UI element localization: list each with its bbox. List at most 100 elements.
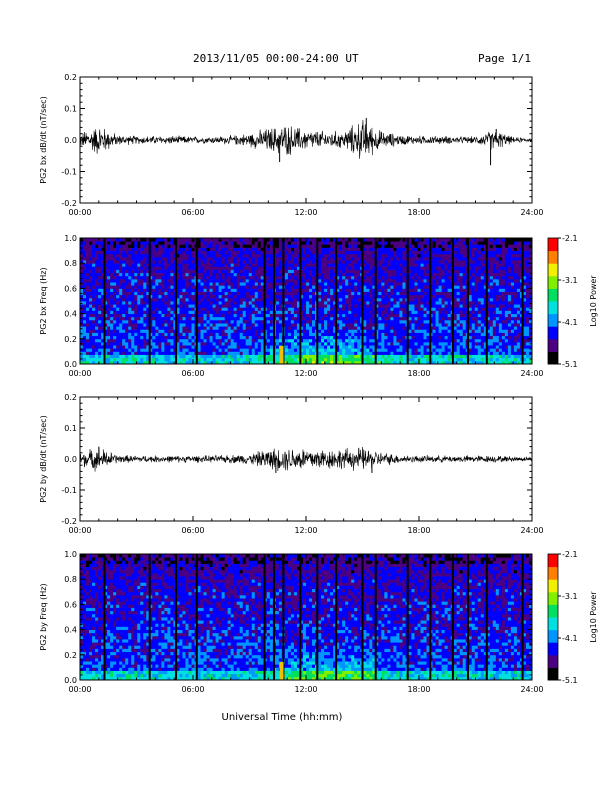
heat-cell [390,272,394,277]
heat-cell [104,326,108,330]
heat-cell [125,348,129,352]
heat-cell [318,253,322,258]
heat-cell [155,247,159,251]
heat-cell [351,253,355,258]
heat-cell [369,345,373,349]
heat-cell [417,313,421,318]
heat-cell [230,247,235,251]
heat-cell [342,294,346,299]
heat-cell [381,313,385,318]
heat-cell [302,253,307,258]
heat-cell [146,341,150,346]
heat-cell [426,332,430,337]
heat-cell [101,319,105,324]
heat-cell [266,250,271,255]
heat-cell [167,266,171,270]
heat-cell [402,360,406,365]
heat-cell [390,291,394,296]
heat-cell [275,294,280,299]
heat-cell [164,313,168,318]
heat-cell [318,304,322,308]
heat-cell [423,357,427,362]
heat-cell [119,319,123,324]
heat-cell [336,304,340,308]
heat-cell [324,238,328,242]
heat-cell [414,348,418,352]
heat-cell [381,341,385,346]
heat-cell [342,319,346,324]
heat-cell [83,348,87,352]
heat-cell [417,247,421,251]
heat-cell [414,316,418,321]
heat-cell [420,238,424,242]
heat-cell [188,238,192,242]
heat-cell [182,275,186,280]
heat-cell [230,307,235,311]
heat-cell [435,351,439,355]
heat-cell [107,307,111,311]
heat-cell [227,278,232,283]
heat-cell [384,285,388,289]
heat-cell [140,313,144,318]
heat-cell [381,269,385,274]
heat-cell [384,297,388,302]
heat-cell [236,313,241,318]
heat-cell [423,260,427,264]
heat-cell [438,263,442,267]
heat-cell [92,332,96,337]
heat-cell [393,285,397,289]
heat-cell [287,253,292,258]
heat-cell [191,326,195,330]
heat-cell [435,275,439,280]
heat-cell [330,360,334,365]
heat-cell [98,238,102,242]
heat-cell [89,294,93,299]
heat-cell [221,263,226,267]
heat-cell [438,345,442,349]
heat-cell [191,275,195,280]
heat-cell [248,338,253,343]
heat-cell [158,304,162,308]
heat-cell [137,253,141,258]
heat-cell [321,269,325,274]
heat-cell [426,348,430,352]
heat-cell [191,301,195,305]
heat-cell [432,256,436,261]
heat-cell [387,269,391,274]
heat-cell [176,301,180,305]
heat-cell [396,307,400,311]
heat-cell [95,345,99,349]
heat-cell [287,250,292,255]
heat-cell [420,335,424,340]
heat-cell [354,323,358,327]
heat-cell [417,250,421,255]
heat-cell [366,301,370,305]
heat-cell [444,294,449,299]
heat-cell [89,285,93,289]
heat-cell [402,244,406,248]
heat-cell [155,338,159,343]
heat-cell [275,341,280,346]
heat-cell [321,319,325,324]
heat-cell [119,301,123,305]
heat-cell [137,307,141,311]
heat-cell [197,250,201,255]
heat-cell [206,301,210,305]
heat-cell [251,272,256,277]
heat-cell [140,319,144,324]
heat-cell [396,345,400,349]
heat-cell [293,326,298,330]
heat-cell [98,297,102,302]
heat-cell [155,256,159,261]
heat-cell [420,244,424,248]
heat-cell [206,260,210,264]
heat-cell [113,341,117,346]
heat-cell [381,351,385,355]
heat-cell [95,282,99,286]
heat-cell [119,316,123,321]
heat-cell [381,316,385,321]
heat-cell [375,288,379,292]
heat-cell [426,338,430,343]
heat-cell [293,253,298,258]
heat-cell [107,319,111,324]
